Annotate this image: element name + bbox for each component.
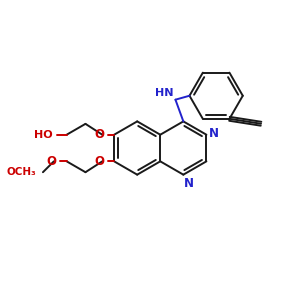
Text: OCH₃: OCH₃ [6, 167, 36, 177]
Text: HO: HO [34, 130, 53, 140]
Text: N: N [208, 127, 218, 140]
Text: O: O [47, 155, 57, 168]
Text: O: O [94, 155, 104, 168]
Text: HN: HN [155, 88, 173, 98]
Text: O: O [94, 128, 104, 141]
Text: N: N [184, 177, 194, 190]
